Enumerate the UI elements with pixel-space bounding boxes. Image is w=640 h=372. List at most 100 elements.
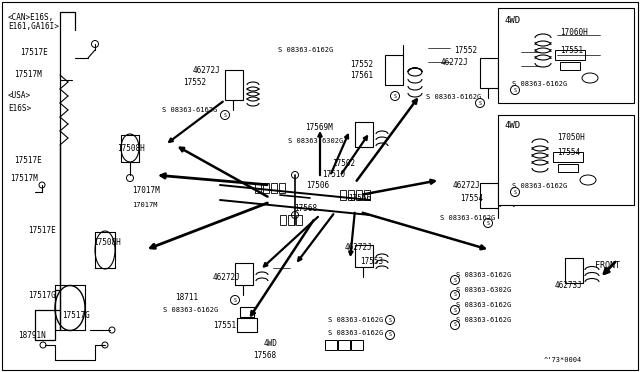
Text: S 08363-6162G: S 08363-6162G bbox=[456, 317, 511, 323]
Bar bbox=[560, 62, 580, 70]
Bar bbox=[263, 183, 269, 193]
Text: 17517E: 17517E bbox=[28, 225, 56, 234]
Text: 4WD: 4WD bbox=[505, 121, 521, 129]
Text: 17017M: 17017M bbox=[132, 186, 160, 195]
Bar bbox=[288, 215, 294, 225]
Text: 17552: 17552 bbox=[350, 60, 373, 68]
Text: ^'73*0004: ^'73*0004 bbox=[544, 357, 582, 363]
Bar bbox=[480, 58, 498, 88]
Text: S 08363-6302G: S 08363-6302G bbox=[288, 138, 343, 144]
Text: 17508H: 17508H bbox=[93, 237, 121, 247]
Text: 18711: 18711 bbox=[175, 294, 198, 302]
Text: 18791N: 18791N bbox=[18, 330, 45, 340]
Text: S: S bbox=[234, 298, 236, 302]
Text: 17510: 17510 bbox=[322, 170, 345, 179]
Text: 17506: 17506 bbox=[306, 180, 329, 189]
Bar bbox=[255, 183, 261, 193]
Text: S: S bbox=[513, 189, 516, 195]
Text: 17553: 17553 bbox=[360, 257, 383, 266]
Text: S 08363-6162G: S 08363-6162G bbox=[512, 81, 567, 87]
Text: S: S bbox=[388, 317, 392, 323]
Text: 46272J: 46272J bbox=[345, 244, 372, 253]
Text: 17517E: 17517E bbox=[20, 48, 48, 57]
Bar bbox=[498, 115, 634, 205]
Text: S 08363-6162G: S 08363-6162G bbox=[163, 307, 218, 313]
Text: 17517E: 17517E bbox=[14, 155, 42, 164]
Bar bbox=[271, 183, 277, 193]
Bar bbox=[240, 307, 254, 317]
Bar bbox=[235, 263, 253, 285]
Text: 17060H: 17060H bbox=[560, 28, 588, 36]
Bar bbox=[498, 8, 634, 103]
Text: S 08363-6162G: S 08363-6162G bbox=[440, 215, 495, 221]
Bar bbox=[565, 258, 583, 283]
Bar bbox=[555, 50, 585, 60]
Text: S: S bbox=[454, 308, 456, 312]
Text: S: S bbox=[486, 221, 490, 225]
Text: 4WD: 4WD bbox=[264, 340, 278, 349]
Bar bbox=[355, 245, 373, 267]
Text: S 08363-6162G: S 08363-6162G bbox=[328, 317, 383, 323]
Text: S: S bbox=[454, 323, 456, 327]
Text: E161,GA16I>: E161,GA16I> bbox=[8, 22, 59, 31]
Text: 17517M: 17517M bbox=[10, 173, 38, 183]
Bar bbox=[553, 152, 583, 162]
Text: S 08363-6302G: S 08363-6302G bbox=[456, 287, 511, 293]
Text: S: S bbox=[394, 93, 396, 99]
Bar bbox=[237, 318, 257, 332]
Text: 17568: 17568 bbox=[253, 350, 276, 359]
Text: 17517G: 17517G bbox=[28, 291, 56, 299]
Text: <USA>: <USA> bbox=[8, 90, 31, 99]
Text: 17517M: 17517M bbox=[14, 70, 42, 78]
Text: 46272J: 46272J bbox=[193, 65, 221, 74]
Bar bbox=[338, 340, 350, 350]
Bar bbox=[279, 183, 285, 193]
Text: S 08363-6162G: S 08363-6162G bbox=[456, 302, 511, 308]
Text: S 08363-6162G: S 08363-6162G bbox=[162, 107, 217, 113]
Text: S 08363-6162G: S 08363-6162G bbox=[278, 47, 333, 53]
Bar bbox=[351, 340, 363, 350]
Text: S: S bbox=[223, 112, 227, 118]
Text: 17552: 17552 bbox=[183, 77, 206, 87]
Bar bbox=[480, 183, 498, 208]
Text: 17502: 17502 bbox=[332, 158, 355, 167]
Text: 17552: 17552 bbox=[454, 45, 477, 55]
Bar bbox=[558, 164, 578, 172]
Text: 46272J: 46272J bbox=[213, 273, 241, 282]
Text: S: S bbox=[479, 100, 481, 106]
Text: 17017M: 17017M bbox=[132, 202, 157, 208]
Text: 17551: 17551 bbox=[213, 321, 236, 330]
Bar bbox=[364, 190, 370, 200]
Text: 46273J: 46273J bbox=[555, 280, 583, 289]
Text: 4WD: 4WD bbox=[505, 16, 521, 25]
Text: S 08363-6162G: S 08363-6162G bbox=[328, 330, 383, 336]
Text: <CAN>E16S,: <CAN>E16S, bbox=[8, 13, 54, 22]
Text: 17561: 17561 bbox=[350, 71, 373, 80]
Text: 46272J: 46272J bbox=[441, 58, 468, 67]
Bar bbox=[280, 215, 286, 225]
Text: 17508H: 17508H bbox=[117, 144, 145, 153]
Text: 17554: 17554 bbox=[460, 193, 483, 202]
Text: 17568: 17568 bbox=[294, 203, 317, 212]
Text: 17569M: 17569M bbox=[305, 122, 333, 131]
Text: S 08363-6162G: S 08363-6162G bbox=[456, 272, 511, 278]
Bar bbox=[348, 190, 354, 200]
Bar bbox=[355, 122, 373, 147]
Text: S: S bbox=[513, 87, 516, 93]
Text: 46272J: 46272J bbox=[453, 180, 481, 189]
Text: S: S bbox=[454, 292, 456, 298]
Text: 17050H: 17050H bbox=[557, 132, 585, 141]
Bar bbox=[225, 70, 243, 100]
Bar bbox=[385, 55, 403, 85]
Text: E16S>: E16S> bbox=[8, 103, 31, 112]
Bar bbox=[356, 190, 362, 200]
Text: 17554: 17554 bbox=[557, 148, 580, 157]
Bar bbox=[340, 190, 346, 200]
Bar bbox=[296, 215, 302, 225]
Text: 17551: 17551 bbox=[560, 45, 583, 55]
Bar bbox=[325, 340, 337, 350]
Text: 17517G: 17517G bbox=[62, 311, 90, 320]
Text: 17566: 17566 bbox=[348, 193, 371, 202]
Text: S 08363-6162G: S 08363-6162G bbox=[512, 183, 567, 189]
Text: FRONT: FRONT bbox=[595, 260, 620, 269]
